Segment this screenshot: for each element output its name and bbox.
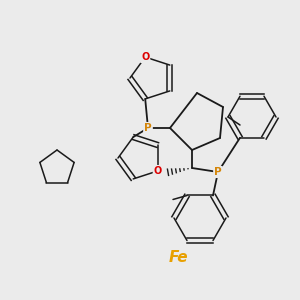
Text: Fe: Fe xyxy=(168,250,188,266)
Text: P: P xyxy=(214,167,222,177)
Text: P: P xyxy=(144,123,152,133)
Text: O: O xyxy=(141,52,149,62)
Text: O: O xyxy=(154,166,162,176)
